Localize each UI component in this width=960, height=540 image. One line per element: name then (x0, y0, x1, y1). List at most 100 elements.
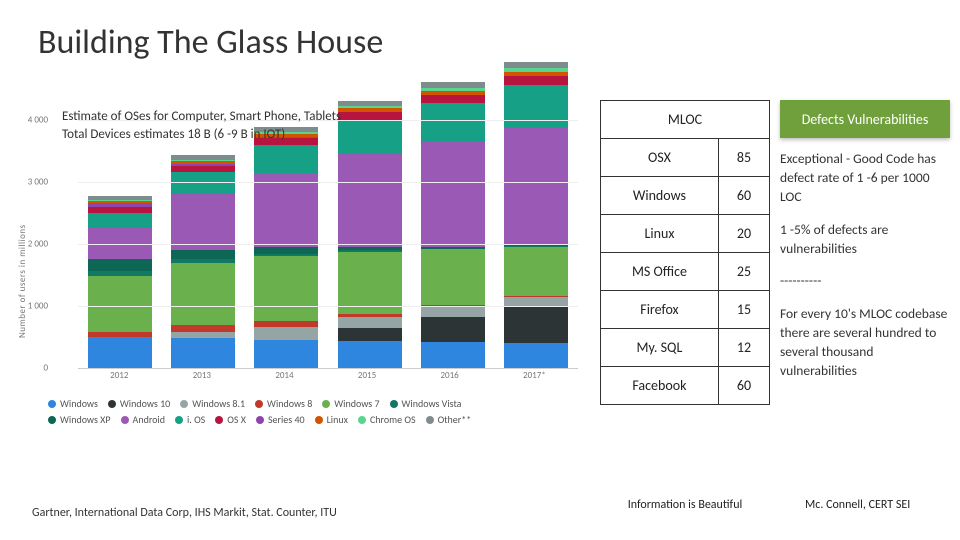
seg-windows (88, 337, 152, 368)
x-label: 2017* (523, 370, 546, 381)
seg-windows-8 (171, 325, 235, 332)
caption-line-2: Total Devices estimates 18 B (6 -9 B in … (62, 127, 285, 142)
legend-label: Windows 8.1 (192, 396, 245, 412)
table-row: OSX85 (601, 139, 770, 177)
x-label: 2013 (193, 370, 211, 381)
x-label: 2014 (275, 370, 293, 381)
legend-item: Windows 7 (322, 396, 379, 412)
seg-android (504, 128, 568, 246)
p-conclusion: For every 10's MLOC codebase there are s… (780, 305, 950, 381)
seg-windows-7 (421, 249, 485, 305)
seg-windows-7 (504, 247, 568, 297)
y-tick: 3 000 (22, 177, 48, 188)
legend-label: Windows 7 (334, 396, 379, 412)
bar-2017* (504, 62, 568, 368)
seg-android (338, 154, 402, 247)
slide: Building The Glass House Estimate of OSe… (0, 0, 960, 540)
divider: ---------- (780, 272, 950, 291)
legend-item: Chrome OS (358, 412, 416, 428)
plot-area (78, 108, 578, 369)
p-vuln-pct: 1 -5% of defects are vulnerabilities (780, 221, 950, 259)
seg-windows-7 (88, 276, 152, 332)
seg-windows-8-1 (504, 297, 568, 306)
seg-windows-10 (421, 317, 485, 342)
legend-swatch (175, 416, 183, 424)
cell-name: Linux (601, 215, 719, 253)
caption-line-1: Estimate of OSes for Computer, Smart Pho… (62, 109, 341, 124)
legend-label: Chrome OS (370, 412, 416, 428)
seg-windows (338, 341, 402, 368)
seg-i-os (254, 145, 318, 173)
y-tick: 0 (22, 363, 48, 374)
seg-os-x (504, 76, 568, 85)
bar-2014 (254, 127, 318, 368)
mloc-header: MLOC (601, 101, 770, 139)
seg-windows (171, 338, 235, 368)
legend-swatch (108, 400, 116, 408)
seg-windows-8-1 (421, 307, 485, 317)
seg-i-os (88, 213, 152, 228)
x-axis-labels: 201220132014201520162017* (78, 370, 578, 381)
legend-item: Windows XP (48, 412, 111, 428)
legend-item: Linux (315, 412, 348, 428)
legend-label: Android (133, 412, 165, 428)
right-source: Mc. Connell, CERT SEI (805, 498, 910, 512)
table-row: MS Office25 (601, 253, 770, 291)
cell-name: MS Office (601, 253, 719, 291)
table-row: Linux20 (601, 215, 770, 253)
y-tick: 4 000 (22, 115, 48, 126)
seg-windows (421, 342, 485, 368)
cell-name: Firefox (601, 291, 719, 329)
table-row: Windows60 (601, 177, 770, 215)
seg-windows (254, 340, 318, 368)
seg-windows (504, 343, 568, 368)
legend-swatch (48, 416, 56, 424)
page-title: Building The Glass House (38, 22, 383, 63)
p-exceptional: Exceptional - Good Code has defect rate … (780, 150, 950, 207)
cell-name: Facebook (601, 367, 719, 405)
legend-swatch (315, 416, 323, 424)
cell-name: Windows (601, 177, 719, 215)
cell-mloc: 20 (718, 215, 769, 253)
seg-windows-7 (171, 263, 235, 325)
cell-mloc: 12 (718, 329, 769, 367)
legend-item: Series 40 (256, 412, 305, 428)
legend-label: Windows 8 (267, 396, 312, 412)
legend-swatch (390, 400, 398, 408)
bar-2012 (88, 196, 152, 368)
table-row: My. SQL12 (601, 329, 770, 367)
legend-item: i. OS (175, 412, 205, 428)
chart-source: Gartner, International Data Corp, IHS Ma… (32, 506, 337, 520)
mloc-table: MLOC OSX85Windows60Linux20MS Office25Fir… (600, 100, 770, 405)
cell-mloc: 60 (718, 177, 769, 215)
legend-swatch (180, 400, 188, 408)
seg-os-x (421, 95, 485, 103)
legend-label: Series 40 (268, 412, 305, 428)
seg-windows-7 (338, 252, 402, 314)
cell-mloc: 60 (718, 367, 769, 405)
legend-item: OS X (215, 412, 246, 428)
legend: Windows Windows 10 Windows 8.1 Windows 8 Win… (48, 396, 578, 428)
legend-swatch (426, 416, 434, 424)
cell-mloc: 85 (718, 139, 769, 177)
legend-item: Windows 8.1 (180, 396, 245, 412)
seg-windows-8-1 (338, 317, 402, 328)
defects-body: Exceptional - Good Code has defect rate … (780, 150, 950, 395)
seg-windows-10 (338, 328, 402, 340)
legend-label: Windows 10 (120, 396, 170, 412)
legend-swatch (121, 416, 129, 424)
legend-item: Windows Vista (390, 396, 462, 412)
legend-swatch (322, 400, 330, 408)
seg-i-os (171, 172, 235, 194)
legend-swatch (48, 400, 56, 408)
legend-label: OS X (227, 412, 246, 428)
table-source: Information is Beautiful (600, 498, 770, 512)
y-tick: 1 000 (22, 301, 48, 312)
cell-mloc: 15 (718, 291, 769, 329)
seg-android (421, 142, 485, 247)
legend-label: Windows (60, 396, 98, 412)
stacked-bars (78, 108, 578, 368)
chart-caption: Estimate of OSes for Computer, Smart Pho… (62, 108, 462, 143)
x-label: 2015 (358, 370, 376, 381)
seg-android (254, 173, 318, 247)
